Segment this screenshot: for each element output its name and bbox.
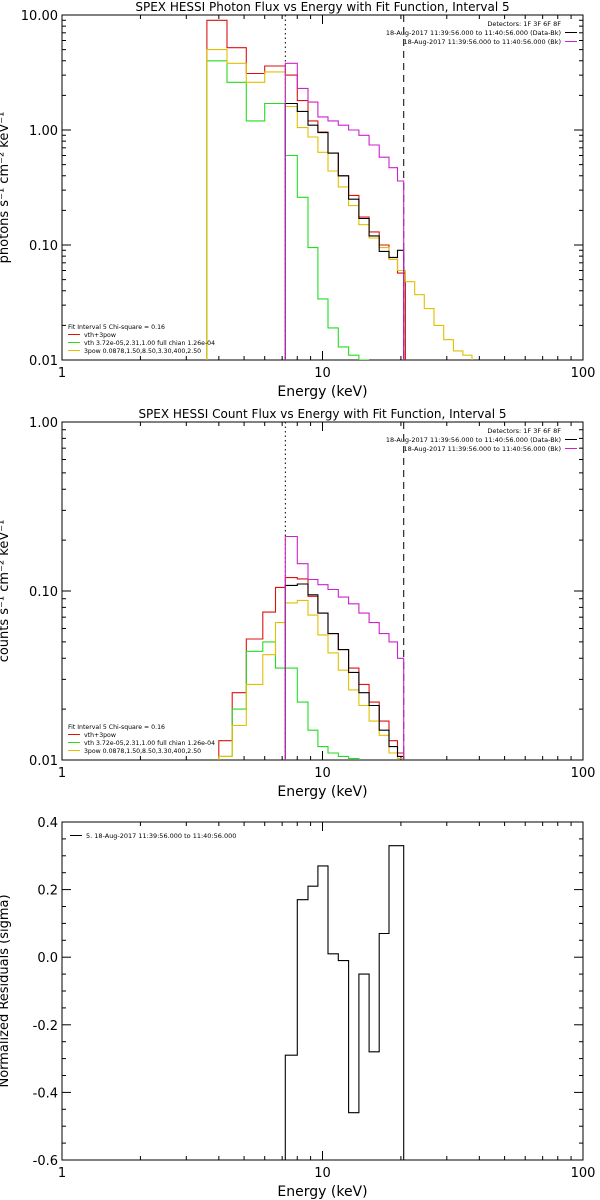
- series-3-line: [206, 49, 473, 360]
- plot-frame: [61, 421, 584, 761]
- legend-top-right-text: 18-Aug-2017 11:39:56.000 to 11:40:56.000…: [404, 445, 561, 453]
- legend-bottom-left-text: Fit Interval 5 Chi-square = 0.16: [68, 724, 165, 731]
- legend-bottom-left-text: 3pow 0.0878,1.50,8.50,3.30,400,2.50: [84, 748, 201, 755]
- legend-bottom-left-text: vth+3pow: [84, 732, 116, 739]
- x-axis-label: Energy (keV): [277, 384, 367, 400]
- legend-bottom-left-text: vth+3pow: [84, 332, 116, 339]
- y-tick-label: 0.01: [29, 354, 58, 369]
- y-axis-label: photons s⁻¹ cm⁻² keV⁻¹: [0, 112, 12, 264]
- x-tick-label: 1: [58, 1166, 66, 1181]
- legend-top-right-text: 18-Aug-2017 11:39:56.000 to 11:40:56.000…: [404, 38, 561, 46]
- legend-bottom-left-text: Fit Interval 5 Chi-square = 0.16: [68, 324, 165, 331]
- x-tick-label: 100: [571, 1166, 596, 1181]
- x-tick-label: 100: [571, 366, 596, 381]
- y-tick-label: -0.2: [33, 1019, 58, 1034]
- x-tick-label: 100: [571, 766, 596, 781]
- x-tick-label: 10: [314, 366, 331, 381]
- series-1-line: [206, 19, 406, 360]
- y-tick-label: 0.0: [37, 951, 58, 966]
- chart-panel-3: 1 10 100 Energy (keV) -0.6 -0.4 -0.2 0.0 0.2 0.4 N…: [0, 816, 595, 1200]
- x-tick-label: 1: [58, 766, 66, 781]
- plot-frame: [61, 14, 584, 361]
- series-3-line: [218, 599, 405, 760]
- y-tick-label: 10.00: [21, 9, 58, 24]
- y-axis-label: Normalized Residuals (sigma): [0, 894, 12, 1087]
- series-4-line: [284, 102, 405, 360]
- series-5-line: [284, 62, 405, 360]
- y-tick-label: 1.00: [29, 124, 58, 139]
- chart-panel-1: SPEX HESSI Photon Flux vs Energy with Fi…: [0, 0, 595, 400]
- legend-top-right-text: Detectors: 1F 3F 6F 8F: [487, 427, 561, 435]
- legend-top-left-text: 5. 18-Aug-2017 11:39:56.000 to 11:40:56.…: [86, 832, 236, 840]
- series-5-line: [284, 535, 405, 760]
- y-tick-label: 0.2: [37, 884, 58, 899]
- y-tick-label: 0.10: [29, 585, 58, 600]
- chart-title: SPEX HESSI Count Flux vs Energy with Fit…: [138, 407, 506, 421]
- x-tick-label: 10: [314, 1166, 331, 1181]
- plot-frame: [61, 821, 584, 1161]
- series-1-line: [284, 845, 405, 1160]
- legend-bottom-left-text: vth 3.72e-05,2.31,1.00 full chian 1.26e-…: [84, 340, 215, 347]
- series-2-line: [206, 60, 370, 360]
- series-4-line: [284, 583, 405, 760]
- x-axis-label: Energy (keV): [277, 784, 367, 800]
- legend-bottom-left-text: 3pow 0.0878,1.50,8.50,3.30,400,2.50: [84, 348, 201, 355]
- y-tick-label: 0.01: [29, 754, 58, 769]
- y-tick-label: 0.4: [37, 816, 58, 831]
- y-axis-label: counts s⁻¹ cm⁻² keV⁻¹: [0, 520, 12, 663]
- x-axis-label: Energy (keV): [277, 1184, 367, 1200]
- legend-top-right-text: 18-Aug-2017 11:39:56.000 to 11:40:56.000…: [386, 29, 561, 37]
- chart-title: SPEX HESSI Photon Flux vs Energy with Fi…: [135, 0, 509, 14]
- legend-bottom-left-text: vth 3.72e-05,2.31,1.00 full chian 1.26e-…: [84, 740, 215, 747]
- y-tick-label: 1.00: [29, 416, 58, 431]
- legend-top-right-text: Detectors: 1F 3F 6F 8F: [487, 20, 561, 28]
- y-tick-label: 0.10: [29, 239, 58, 254]
- y-tick-label: -0.6: [33, 1154, 58, 1169]
- legend-top-right-text: 18-Aug-2017 11:39:56.000 to 11:40:56.000…: [386, 436, 561, 444]
- x-tick-label: 10: [314, 766, 331, 781]
- y-tick-label: -0.4: [33, 1086, 58, 1101]
- x-tick-label: 1: [58, 366, 66, 381]
- chart-panel-2: SPEX HESSI Count Flux vs Energy with Fit…: [0, 407, 595, 800]
